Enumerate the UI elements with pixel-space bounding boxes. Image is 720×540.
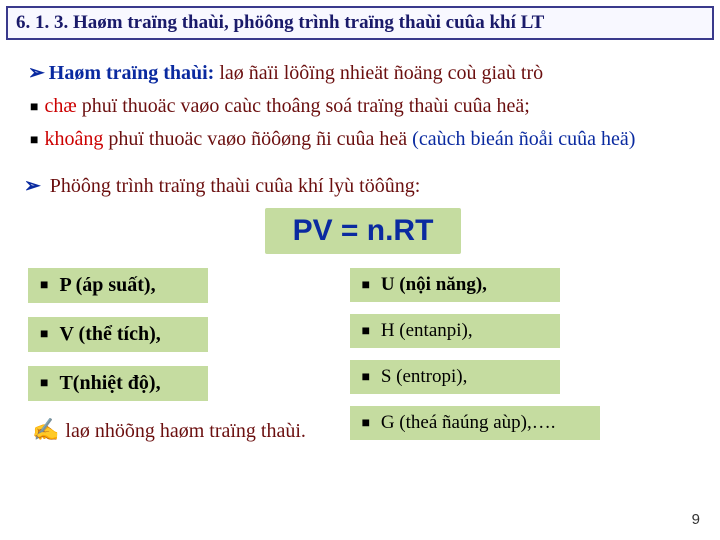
page-number: 9 [692, 511, 700, 528]
formula-box: PV = n.RT [265, 208, 462, 254]
section-header-text: 6. 1. 3. Haøm traïng thaùi, phöông trình… [16, 12, 544, 33]
square-bullet-icon: ■ [362, 324, 370, 340]
column-left: ■ P (áp suất), ■ V (thể tích), ■ T(nhiệt… [28, 268, 350, 452]
square-bullet-icon: ■ [362, 416, 370, 432]
section2-title-line: ➢ Phöông trình traïng thaùi cuûa khí lyù… [24, 171, 702, 202]
square-bullet-icon: ■ [30, 130, 38, 152]
arrow-icon: ➢ [28, 62, 45, 84]
square-bullet-icon: ■ [30, 97, 38, 119]
section-header: 6. 1. 3. Haøm traïng thaùi, phöông trình… [6, 6, 714, 40]
bullet2-red: khoâng [44, 128, 103, 150]
intro-bullet-2: ■ khoâng phuï thuoäc vaøo ñöôøng ñi cuûa … [28, 124, 702, 155]
box-v: ■ V (thể tích), [28, 317, 208, 352]
columns: ■ P (áp suất), ■ V (thể tích), ■ T(nhiệt… [24, 268, 702, 452]
label-p: P (áp suất), [59, 274, 155, 296]
bullet1-rest: phuï thuoäc vaøo caùc thoâng soá traïng … [77, 95, 530, 117]
section2-block: ➢ Phöông trình traïng thaùi cuûa khí lyù… [6, 157, 714, 452]
footer-text: laø nhöõng haøm traïng thaùi. [65, 420, 306, 443]
footer-row: ✍ laø nhöõng haøm traïng thaùi. [28, 415, 350, 443]
square-bullet-icon: ■ [40, 327, 48, 343]
label-g: G (theá ñaúng aùp),…. [381, 412, 556, 433]
bullet2-blue: (caùch bieán ñoåi cuûa heä) [407, 128, 635, 150]
box-h: ■ H (entanpi), [350, 314, 560, 348]
box-g: ■ G (theá ñaúng aùp),…. [350, 406, 600, 440]
hand-icon: ✍ [32, 417, 59, 443]
intro-lead: Haøm traïng thaùi: [49, 62, 215, 84]
bullet2-maroon: phuï thuoäc vaøo ñöôøng ñi cuûa heä [103, 128, 407, 150]
square-bullet-icon: ■ [362, 370, 370, 386]
formula-row: PV = n.RT [24, 208, 702, 254]
label-h: H (entanpi), [381, 320, 473, 341]
intro-line-1: ➢Haøm traïng thaùi: laø ñaïi löôïng nhie… [28, 58, 702, 89]
label-t: T(nhiệt độ), [59, 372, 160, 394]
intro-lead-rest: laø ñaïi löôïng nhieät ñoäng coù giaù tr… [214, 62, 543, 84]
label-u: U (nội năng), [381, 274, 487, 295]
square-bullet-icon: ■ [362, 278, 370, 294]
box-t: ■ T(nhiệt độ), [28, 366, 208, 401]
bullet1-red: chæ [44, 95, 76, 117]
intro-block: ➢Haøm traïng thaùi: laø ñaïi löôïng nhie… [6, 40, 714, 155]
square-bullet-icon: ■ [40, 278, 48, 294]
label-s: S (entropi), [381, 366, 468, 387]
column-right: ■ U (nội năng), ■ H (entanpi), ■ S (entr… [350, 268, 698, 452]
square-bullet-icon: ■ [40, 376, 48, 392]
box-s: ■ S (entropi), [350, 360, 560, 394]
box-u: ■ U (nội năng), [350, 268, 560, 302]
label-v: V (thể tích), [59, 323, 160, 345]
box-p: ■ P (áp suất), [28, 268, 208, 303]
arrow-icon: ➢ [24, 175, 41, 197]
section2-title: Phöông trình traïng thaùi cuûa khí lyù t… [50, 175, 421, 197]
intro-bullet-1: ■ chæ phuï thuoäc vaøo caùc thoâng soá tr… [28, 91, 702, 122]
